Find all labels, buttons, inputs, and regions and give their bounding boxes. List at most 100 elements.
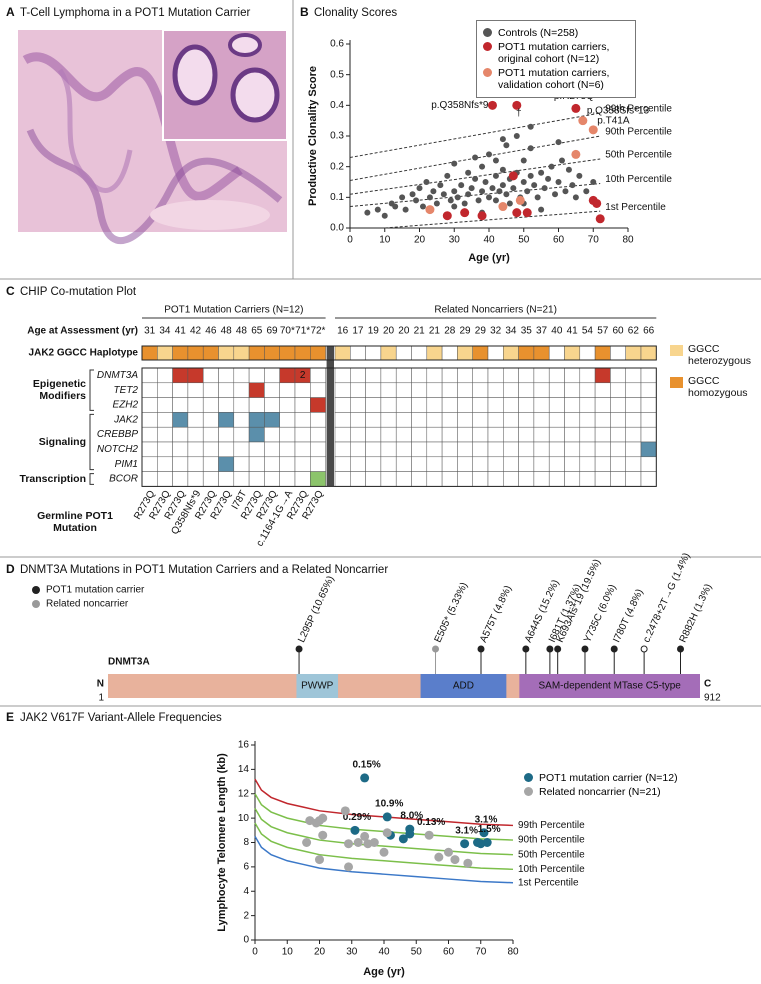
group-bracket — [89, 413, 94, 471]
mutation-cell — [395, 441, 412, 458]
y-tick-label: 4 — [243, 886, 249, 897]
y-tick-label: 0.5 — [330, 69, 344, 80]
mutation-cell — [625, 471, 642, 487]
mutation-cell — [157, 441, 173, 458]
group-label: Epigenetic Modifiers — [32, 378, 86, 403]
percentile-label: 90th Percentile — [518, 835, 585, 846]
haplotype-cell — [172, 345, 189, 361]
legend-marker — [32, 586, 40, 594]
data-point — [498, 202, 508, 212]
mutation-cell — [625, 397, 642, 413]
mutation-label: I780T (4.8%) — [611, 588, 645, 645]
x-tick-label: 10 — [379, 235, 391, 246]
terminus: C — [704, 679, 711, 690]
mutation-cell — [395, 397, 412, 413]
age-label: 48 — [221, 326, 233, 337]
percentile-line — [254, 822, 514, 871]
mutation-cell — [533, 382, 550, 398]
data-point — [426, 194, 433, 201]
data-point — [479, 163, 486, 170]
mutation-cell — [487, 426, 504, 443]
mutation-cell — [625, 382, 642, 398]
haplotype-cell — [426, 345, 443, 361]
group-label: Signaling — [38, 436, 86, 448]
x-tick-label: 60 — [553, 235, 565, 246]
mutation-cell — [172, 456, 189, 472]
y-tick-label: 14 — [238, 764, 250, 775]
mutation-cell — [141, 397, 158, 413]
mutation-cell — [334, 441, 351, 458]
legend-entry: POT1 mutation carriers, validation cohor… — [483, 67, 629, 91]
mutation-cell — [172, 426, 189, 443]
mutation-cell — [202, 471, 219, 487]
data-point — [527, 145, 534, 152]
mutation-cell — [218, 456, 235, 472]
mutation-cell — [594, 456, 611, 472]
legend-swatch — [670, 377, 683, 388]
mutation-cell — [426, 412, 443, 428]
percentile-label: 10th Percentile — [605, 174, 672, 185]
mutation-cell — [380, 397, 397, 413]
mutation-cell — [472, 382, 489, 398]
data-point — [492, 157, 499, 164]
mutation-cell — [457, 471, 473, 487]
mutation-cell — [579, 412, 596, 428]
mutation-annotation: p.T41A — [597, 116, 630, 127]
haplotype-cell — [279, 345, 296, 361]
age-label: 37 — [536, 326, 548, 337]
mutation-cell — [579, 471, 596, 487]
data-point — [503, 142, 510, 149]
data-point — [440, 191, 447, 198]
mutation-marker — [546, 645, 554, 653]
age-label: 28 — [444, 326, 456, 337]
mutation-cell — [411, 471, 428, 487]
data-point — [522, 208, 532, 218]
mutation-cell — [264, 426, 280, 443]
age-label: 21 — [429, 326, 441, 337]
mutation-cell — [380, 441, 397, 458]
mutation-cell — [248, 397, 265, 413]
mutation-cell — [640, 471, 657, 487]
y-tick-label: 0.4 — [330, 100, 344, 111]
legend-swatch — [670, 345, 683, 356]
mutation-cell — [380, 412, 397, 428]
mutation-cell — [264, 397, 280, 413]
data-point — [538, 169, 545, 176]
mutation-cell — [187, 397, 204, 413]
mutation-cell — [395, 382, 412, 398]
mutation-marker — [610, 645, 618, 653]
group-label: Transcription — [19, 473, 86, 485]
mutation-cell — [441, 367, 458, 384]
age-label: 62 — [628, 326, 640, 337]
mutation-cell — [279, 382, 296, 398]
protein-domain — [420, 674, 507, 698]
mutation-marker — [432, 645, 440, 653]
mutation-cell — [503, 397, 519, 413]
legend-label: Controls (N=258) — [498, 27, 579, 39]
mutation-cell — [202, 426, 219, 443]
mutation-cell — [487, 367, 504, 384]
mutation-cell — [426, 471, 443, 487]
data-point — [382, 828, 392, 838]
mutation-cell — [594, 367, 611, 384]
x-tick-label: 40 — [378, 947, 390, 958]
group-bracket — [89, 473, 94, 485]
haplotype-cell — [365, 345, 382, 361]
percentile-line — [384, 210, 601, 229]
mutation-cell — [157, 412, 173, 428]
mutation-cell — [218, 382, 235, 398]
x-tick-label: 80 — [622, 235, 634, 246]
legend-label: Related noncarrier — [46, 599, 129, 610]
mutation-cell — [610, 456, 626, 472]
age-label: 34 — [159, 326, 171, 337]
mutation-marker — [640, 645, 648, 653]
mutation-cell — [487, 412, 504, 428]
mutation-cell — [533, 471, 550, 487]
mutation-cell — [457, 412, 473, 428]
mutation-cell — [279, 456, 296, 472]
percentile-label: 10th Percentile — [518, 864, 585, 875]
mutation-cell — [395, 471, 412, 487]
age-label: 66 — [643, 326, 655, 337]
mutation-cell — [640, 412, 657, 428]
mutation-cell — [610, 426, 626, 443]
